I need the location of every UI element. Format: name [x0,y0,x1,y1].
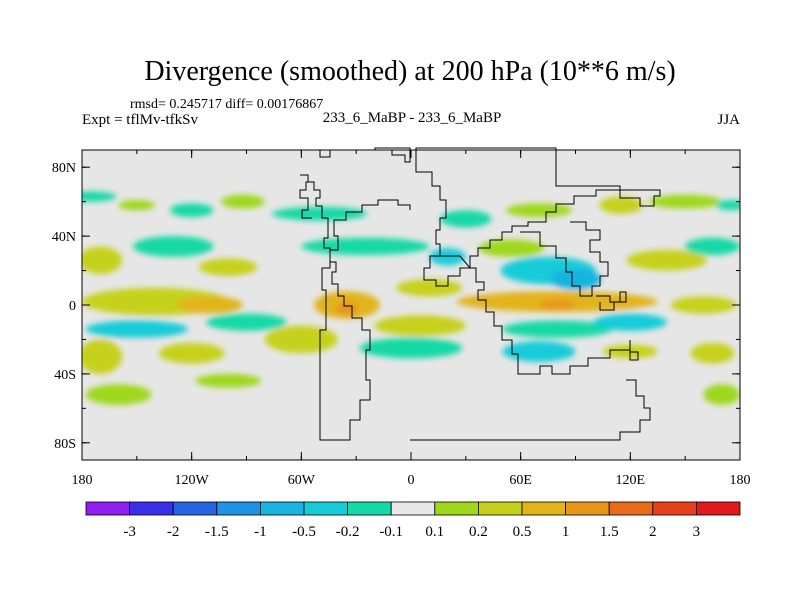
x-tick-label-4: 60E [509,473,532,488]
x-tick-label-5: 120E [616,473,646,488]
field-blob-41 [195,373,262,388]
colorbar-swatch-6 [347,501,392,516]
y-tick-label-3: 40S [54,368,76,383]
field-blob-36 [359,337,463,359]
x-tick-label-1: 120W [175,473,210,488]
field-blob-32 [593,313,667,331]
colorbar-swatch-1 [129,501,174,516]
colorbar-swatch-2 [172,501,218,516]
field-blob-9 [716,199,740,211]
colorbar-swatch-5 [303,501,348,516]
field-blob-19 [685,237,740,256]
colorbar-label-0: -3 [123,524,136,540]
field-blob-0 [82,191,117,202]
colorbar-swatch-14 [696,501,741,516]
colorbar-swatch-7 [390,501,436,516]
colorbar-label-5: -0.2 [336,524,360,540]
field-blob-26 [538,299,576,311]
y-axis: 80N 40N 0 40S 80S [52,161,740,452]
colorbar-swatch-3 [216,501,261,516]
colorbar-label-2: -1.5 [205,524,229,540]
field-blob-1 [118,199,156,211]
field-blob-15 [478,239,545,257]
colorbar-label-7: 0.1 [425,524,444,540]
colorbar-label-10: 1 [562,524,570,540]
field-blob-2 [169,203,214,218]
colorbar-label-9: 0.5 [513,524,532,540]
field-blob-13 [301,237,430,256]
field-blob-10 [82,246,123,274]
field-blob-23 [336,301,358,316]
field-blob-17 [549,268,602,290]
colorbar-label-13: 3 [693,524,701,540]
x-tick-label-6: 180 [730,473,751,488]
field-blob-4 [272,206,368,221]
field-blob-18 [626,249,708,271]
case-label: 233_6_MaBP - 233_6_MaBP [323,110,502,126]
field-blob-5 [440,210,492,228]
field-blob-3 [220,194,265,209]
field-blob-39 [690,342,735,364]
chart-title: Divergence (smoothed) at 200 hPa (10**6 … [144,56,675,87]
colorbar-swatch-0 [85,501,130,516]
colorbar-label-8: 0.2 [469,524,488,540]
colorbar-swatch-11 [565,501,610,516]
eurasia-africa-outline [415,147,661,287]
x-axis: 180 120W 60W 0 60E 120E 180 [72,150,751,488]
field-blob-37 [502,341,576,362]
field-blob-28 [85,320,189,338]
north-america-fragment-outline [299,181,312,219]
colorbar-label-12: 2 [649,524,657,540]
southeast-asia-outline [596,291,627,311]
x-tick-label-2: 60W [288,473,316,488]
colorbar-label-1: -2 [167,524,180,540]
field-blob-7 [599,196,644,214]
field-blob-35 [264,325,338,354]
field-blob-6 [506,203,572,218]
colorbar-swatch-13 [652,501,697,516]
field-blob-34 [158,342,225,364]
field-blob-27 [670,296,737,314]
field-blob-11 [133,236,214,257]
y-tick-label-1: 40N [52,230,76,245]
colorbar-label-4: -0.5 [292,524,316,540]
field-blob-31 [502,320,613,338]
experiment-label: Expt = tflMv-tfkSv [82,112,198,128]
rmsd-diff-label: rmsd= 0.245717 diff= 0.00176867 [130,97,323,112]
field-blob-8 [648,194,722,209]
colorbar-swatch-4 [259,501,305,516]
colorbar: -3 -2 -1.5 -1 -0.5 -0.2 -0.1 0.1 0.2 0.5 1 1.5 2 3 [85,501,741,540]
season-label: JJA [717,112,740,128]
colorbar-label-6: -0.1 [379,524,403,540]
colorbar-swatch-12 [608,501,654,516]
antarctica-outline [410,379,651,441]
south-america-outline [300,174,411,441]
colorbar-label-3: -1 [254,524,267,540]
colorbar-swatch-10 [521,501,566,516]
y-tick-label-4: 80S [54,437,76,452]
south-asia-outline [520,221,609,297]
y-tick-label-2: 0 [69,299,76,314]
field-blob-33 [82,339,123,374]
field-blob-12 [198,258,258,276]
field-blob-29 [206,313,287,331]
y-tick-label-0: 80N [52,161,76,176]
x-tick-label-3: 0 [408,473,415,488]
colorbar-swatch-8 [434,501,479,516]
colorbar-label-11: 1.5 [600,524,619,540]
field-blob-42 [703,384,740,405]
divergence-field [82,191,740,405]
x-tick-label-0: 180 [72,473,93,488]
colorbar-swatch-9 [477,501,523,516]
africa-east-coast-outline [440,255,639,375]
field-blob-40 [85,384,152,405]
field-blob-21 [177,296,243,314]
field-blob-30 [374,315,466,336]
field-blob-14 [429,248,466,266]
field-blob-24 [396,279,463,297]
